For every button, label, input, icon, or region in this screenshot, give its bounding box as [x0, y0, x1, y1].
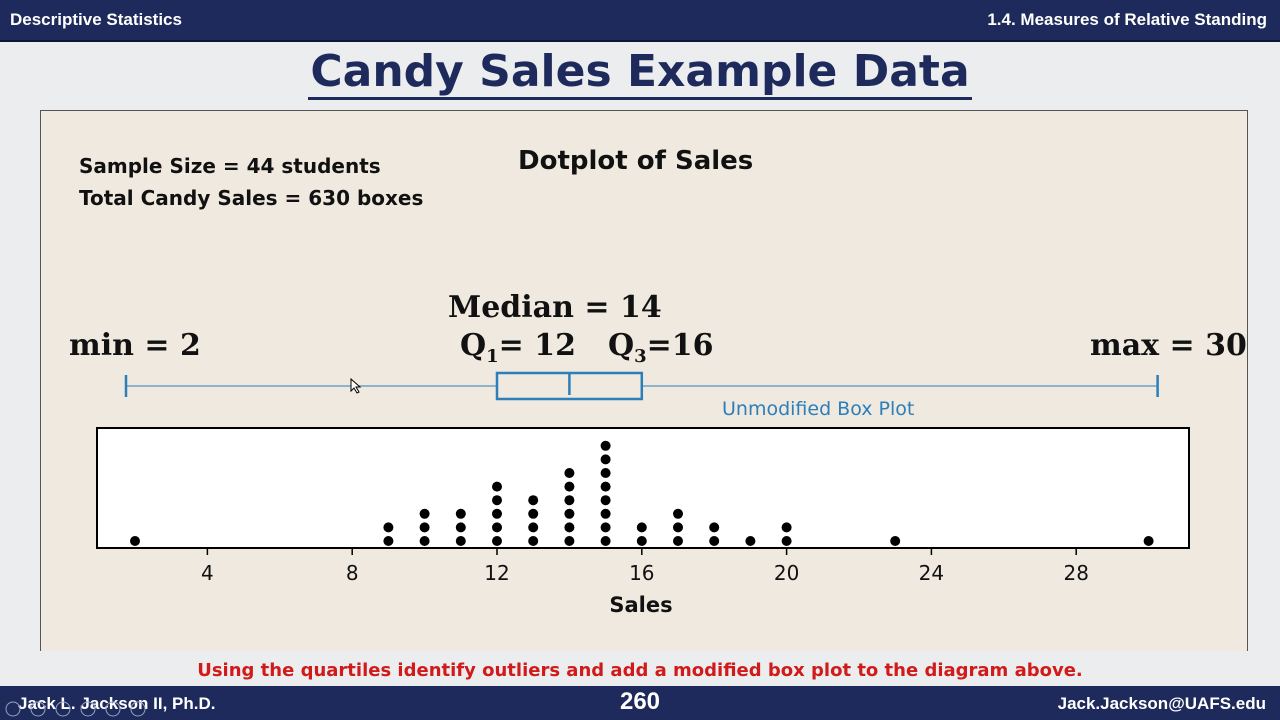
dot: [636, 536, 647, 546]
max-label: max = 30: [1090, 328, 1247, 363]
x-tick-label: 8: [346, 561, 359, 585]
dot: [455, 536, 466, 546]
dot: [709, 522, 720, 533]
dot: [383, 522, 394, 533]
q1-value: = 12: [498, 328, 577, 363]
mouse-cursor-icon: [350, 378, 362, 394]
dot: [419, 522, 430, 533]
options-icon[interactable]: [105, 701, 121, 717]
x-tick-label: 12: [484, 561, 509, 585]
dot: [673, 508, 683, 519]
zoom-icon[interactable]: [80, 701, 96, 717]
dot: [636, 522, 647, 533]
sample-size: Sample Size = 44 students: [79, 154, 381, 178]
dot: [673, 522, 683, 533]
dot: [564, 468, 575, 478]
x-axis-label: Sales: [609, 593, 672, 617]
slide-title-text: Candy Sales Example Data: [308, 46, 972, 100]
dot: [564, 481, 575, 492]
dot: [600, 508, 611, 519]
dot-series: [130, 440, 1154, 546]
sample-info: Sample Size = 44 students Total Candy Sa…: [79, 150, 423, 214]
dot: [745, 536, 756, 546]
dot: [130, 536, 140, 546]
total-sales: Total Candy Sales = 630 boxes: [79, 186, 424, 210]
dot: [528, 536, 539, 546]
dot: [600, 495, 611, 506]
dot: [600, 522, 611, 533]
header-bar: Descriptive Statistics 1.4. Measures of …: [0, 0, 1280, 42]
dot: [564, 508, 575, 519]
q1-subscript: 1: [486, 346, 499, 367]
dot: [492, 481, 502, 492]
dot: [528, 522, 539, 533]
min-label: min = 2: [69, 328, 201, 363]
slides-icon[interactable]: [55, 701, 71, 717]
dot: [600, 454, 611, 465]
page-number: 260: [619, 688, 661, 715]
course-title: Descriptive Statistics: [10, 10, 182, 29]
median-label: Median = 14: [448, 290, 662, 325]
x-tick-label: 16: [629, 561, 654, 585]
chart-title: Dotplot of Sales: [518, 146, 754, 176]
q3-subscript: 3: [634, 346, 647, 367]
box-plot: [124, 371, 1159, 401]
x-axis: 4 8 12 16 20 24 28: [201, 548, 1089, 585]
q3-label: Q3=16: [608, 328, 714, 367]
dot: [709, 536, 720, 546]
footer-bar: Jack L. Jackson II, Ph.D. 260 Jack.Jacks…: [0, 686, 1280, 720]
pen-icon[interactable]: [30, 701, 46, 717]
x-tick-label: 28: [1063, 561, 1088, 585]
slide-title: Candy Sales Example Data: [0, 46, 1280, 100]
dot: [564, 522, 575, 533]
q1-label: Q1= 12: [460, 328, 576, 367]
dot: [455, 508, 466, 519]
dot: [781, 536, 792, 546]
dot: [492, 495, 502, 506]
exercise-note: Using the quartiles identify outliers an…: [197, 660, 1083, 681]
slide-nav-controls[interactable]: [4, 700, 154, 718]
next-slide-icon[interactable]: [130, 701, 146, 717]
dot: [600, 536, 611, 546]
x-tick-label: 4: [201, 561, 214, 585]
x-tick-label: 20: [774, 561, 799, 585]
dot: [419, 536, 430, 546]
dot: [600, 481, 611, 492]
prev-slide-icon[interactable]: [5, 701, 21, 717]
dot: [781, 522, 792, 533]
dot: [492, 536, 502, 546]
dot: [1143, 536, 1154, 546]
dot: [600, 440, 611, 451]
q3-value: =16: [646, 328, 714, 363]
dot: [419, 508, 430, 519]
dot: [600, 468, 611, 478]
dot: [528, 495, 539, 506]
dot: [492, 522, 502, 533]
section-title: 1.4. Measures of Relative Standing: [987, 10, 1267, 29]
dot: [528, 508, 539, 519]
q1-letter: Q: [460, 328, 487, 363]
dot: [492, 508, 502, 519]
dot: [890, 536, 901, 546]
dot: [564, 495, 575, 506]
dot: [383, 536, 394, 546]
chart-panel: [40, 110, 1248, 651]
q3-letter: Q: [608, 328, 635, 363]
boxplot-label: Unmodified Box Plot: [722, 398, 915, 420]
dot: [455, 522, 466, 533]
dot: [564, 536, 575, 546]
dot: [673, 536, 683, 546]
x-tick-label: 24: [919, 561, 944, 585]
author-email: Jack.Jackson@UAFS.edu: [1057, 694, 1266, 713]
